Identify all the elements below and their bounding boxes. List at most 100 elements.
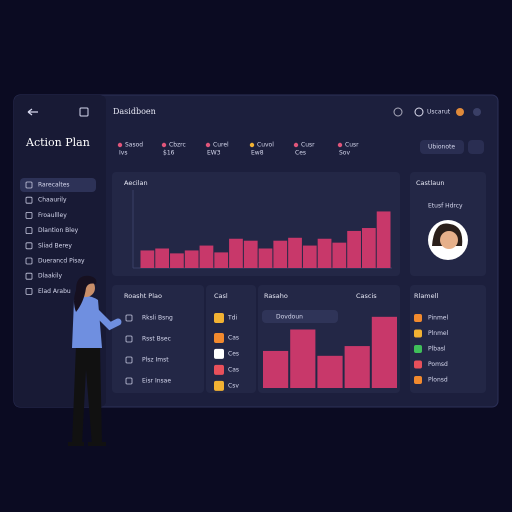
person-illustration xyxy=(68,275,122,446)
members-panel xyxy=(410,285,486,393)
stat-label: Cuvol xyxy=(257,142,274,149)
plan-item[interactable]: Rksli Bsng xyxy=(142,315,173,322)
status-swatch xyxy=(214,332,224,343)
status-swatch xyxy=(214,364,224,375)
stat-label: Sasod xyxy=(125,142,143,149)
status-label: Tdi xyxy=(227,315,237,322)
bar xyxy=(317,355,343,388)
plan-item[interactable]: Eisr Insae xyxy=(142,378,171,385)
plan-icon xyxy=(125,356,133,364)
person-legs xyxy=(72,345,102,445)
members-title: Rlamell xyxy=(414,292,438,300)
stat-value: EW3 xyxy=(207,150,221,157)
settings-icon[interactable] xyxy=(414,107,424,117)
stat-dot xyxy=(293,142,299,148)
sidebar-item[interactable]: Elad Arabu xyxy=(38,288,71,295)
bar xyxy=(371,316,397,388)
member-label[interactable]: Plbasl xyxy=(428,346,446,353)
bar xyxy=(263,350,289,388)
bar xyxy=(140,250,155,268)
sidebar-active xyxy=(20,178,96,192)
member-label[interactable]: Pomsd xyxy=(428,361,448,368)
plan-icon xyxy=(125,377,133,385)
stat-value: Sov xyxy=(339,150,350,157)
bar xyxy=(288,237,302,268)
plan-item[interactable]: Plsz Imst xyxy=(142,357,169,364)
bar xyxy=(347,230,361,268)
sidebar-icon xyxy=(25,196,33,204)
profile-title: Castlaun xyxy=(416,179,445,187)
sidebar-item[interactable]: Duerancd Pisay xyxy=(38,258,85,265)
plan-icon xyxy=(125,314,133,322)
bar xyxy=(214,252,229,268)
stat-value: Ces xyxy=(295,150,306,157)
stat-label: Cbzrc xyxy=(169,142,186,149)
back-icon[interactable] xyxy=(27,108,38,116)
top-button-label: Ubionote xyxy=(428,144,455,151)
stat-dot xyxy=(249,142,255,148)
top-button[interactable] xyxy=(420,140,464,154)
stat-label: Curel xyxy=(213,142,229,149)
menu-icon[interactable] xyxy=(473,108,481,116)
sidebar-icon xyxy=(25,227,33,235)
stat-value: Ivs xyxy=(119,150,127,157)
bar xyxy=(361,228,376,268)
sidebar-icon xyxy=(25,181,33,189)
member-label[interactable]: Plonsd xyxy=(428,377,448,384)
bar xyxy=(170,253,184,268)
bar xyxy=(344,346,370,388)
sidebar-item[interactable]: Sliad Berey xyxy=(38,242,72,249)
sidebar-icon xyxy=(25,211,33,219)
bar xyxy=(376,211,391,268)
member-swatch xyxy=(414,314,422,322)
sidebar-title: Action Plan xyxy=(25,136,90,149)
status-swatch xyxy=(214,380,224,391)
bar xyxy=(229,238,243,268)
person-hair xyxy=(74,275,97,312)
sidebar-icon xyxy=(25,272,33,280)
stat-dot xyxy=(337,142,343,148)
send-button[interactable] xyxy=(468,140,484,154)
sidebar-item[interactable]: Chaaurily xyxy=(38,197,67,204)
plans-panel xyxy=(112,285,204,393)
main-chart-title: Aecilan xyxy=(124,179,148,187)
stat-value: $16 xyxy=(163,150,175,157)
stat-dot xyxy=(205,142,211,148)
notification-icon[interactable] xyxy=(393,107,403,117)
sidebar-icon xyxy=(25,242,33,250)
stat-dot xyxy=(161,142,167,148)
header-title: Dasidboen xyxy=(113,107,156,116)
plan-item[interactable]: Rsst Bsec xyxy=(142,336,171,343)
member-label[interactable]: Plnmel xyxy=(428,330,449,337)
bar xyxy=(317,238,332,268)
status-label: Ces xyxy=(228,350,239,357)
bar xyxy=(199,245,214,268)
bar xyxy=(155,248,170,268)
sidebar-item[interactable]: Dlaakily xyxy=(38,273,62,280)
stat-label: Cusr xyxy=(301,142,315,149)
bottom-chart-second-title: Cascis xyxy=(356,292,377,300)
bar xyxy=(243,240,258,268)
status-label: Csv xyxy=(228,382,239,389)
status-label: Cas xyxy=(228,334,239,341)
bar xyxy=(258,248,273,268)
sidebar-icon xyxy=(25,257,33,265)
user-avatar[interactable] xyxy=(456,108,464,116)
sidebar-item[interactable]: Rarecaltes xyxy=(38,182,70,189)
bottom-chart-title: Rasaho xyxy=(264,292,288,300)
member-label[interactable]: Pinmel xyxy=(428,315,448,322)
sidebar-item[interactable]: Dlantion Bley xyxy=(38,227,79,234)
status-title: Casl xyxy=(214,292,228,300)
stat-dot xyxy=(117,142,123,148)
sidebar-icon xyxy=(25,287,33,295)
filter-box[interactable] xyxy=(262,310,338,323)
sidebar-item[interactable]: Froaullley xyxy=(38,212,67,219)
bar xyxy=(332,242,347,268)
status-swatch xyxy=(214,313,224,323)
person-arm xyxy=(92,308,122,331)
avatar-face xyxy=(440,231,458,249)
member-swatch xyxy=(414,345,422,353)
layout-icon[interactable] xyxy=(79,107,89,117)
plan-icon xyxy=(125,335,133,343)
bar xyxy=(290,329,316,388)
